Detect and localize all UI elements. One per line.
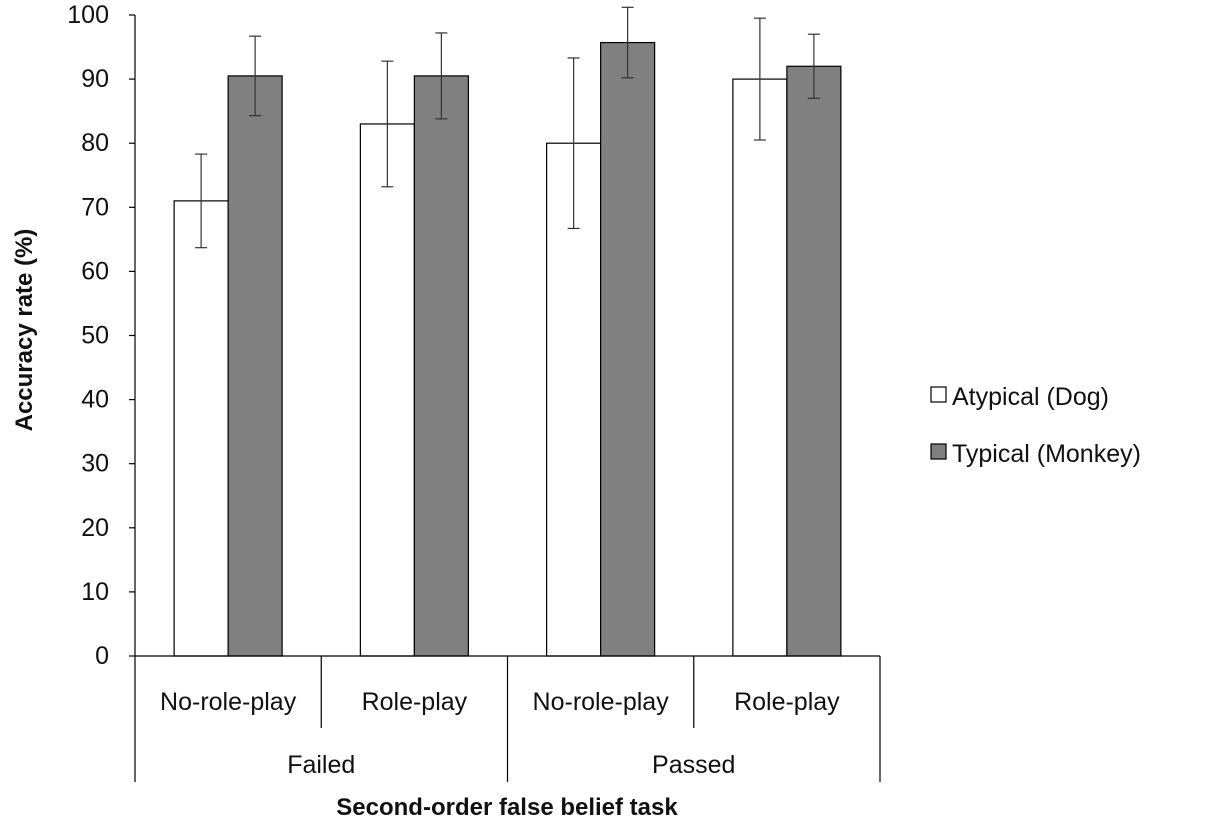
- y-tick-label: 90: [81, 65, 109, 93]
- legend-label-atypical: Atypical (Dog): [952, 383, 1109, 411]
- x-group-label: Passed: [652, 751, 735, 779]
- x-category-label: Role-play: [362, 688, 468, 716]
- y-tick-label: 30: [81, 450, 109, 478]
- bars-layer: [173, 41, 842, 657]
- y-tick-label: 80: [81, 129, 109, 157]
- y-tick-label: 40: [81, 386, 109, 414]
- y-axis-title: Accuracy rate (%): [11, 229, 38, 432]
- axes-layer: [129, 14, 881, 782]
- y-tick-label: 100: [67, 1, 109, 29]
- y-tick-label: 10: [81, 578, 109, 606]
- legend-swatch-atypical: [930, 386, 947, 403]
- bar-typical-3: [786, 65, 842, 657]
- error-bars-layer: [195, 6, 820, 249]
- legend-label-typical: Typical (Monkey): [952, 440, 1141, 468]
- y-tick-label: 20: [81, 514, 109, 542]
- bar-typical-0: [227, 75, 283, 657]
- y-tick-label: 60: [81, 257, 109, 285]
- x-axis-title: Second-order false belief task: [336, 794, 678, 821]
- bar-typical-1: [413, 75, 469, 657]
- legend: Atypical (Dog) Typical (Monkey): [930, 383, 1141, 468]
- x-category-label: Role-play: [734, 688, 840, 716]
- x-category-label: No-role-play: [160, 688, 297, 716]
- bar-atypical-3: [732, 78, 788, 657]
- bar-atypical-1: [359, 123, 415, 657]
- bar-typical-2: [600, 41, 656, 657]
- bar-atypical-0: [173, 200, 229, 657]
- y-tick-label: 50: [81, 322, 109, 350]
- x-category-labels: No-role-play Role-play No-role-play Role-pl…: [160, 688, 840, 779]
- x-group-label: Failed: [287, 751, 355, 779]
- y-tick-label: 70: [81, 193, 109, 221]
- x-category-label: No-role-play: [533, 688, 670, 716]
- y-tick-labels: 0 10 20 30 40 50 60 70 80 90 100: [67, 1, 109, 670]
- legend-swatch-typical: [930, 443, 947, 460]
- y-tick-label: 0: [95, 642, 109, 670]
